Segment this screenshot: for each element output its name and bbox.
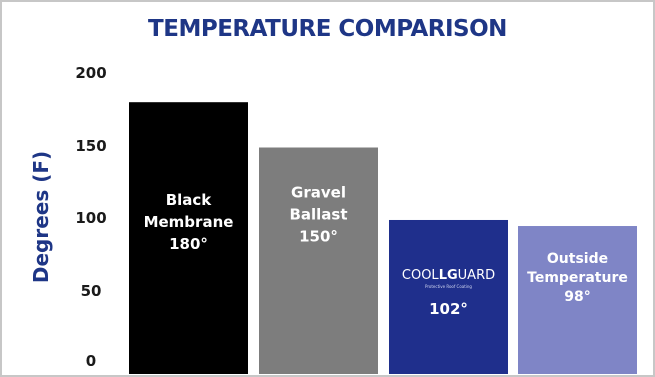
bar-4	[518, 226, 637, 374]
bar-category-label: Gravel	[291, 184, 346, 202]
bar-3	[389, 219, 508, 374]
bar-1	[129, 102, 248, 374]
bar-value-label: 98°	[564, 289, 590, 305]
bar-value-label: 180°	[169, 235, 208, 253]
coolguard-logo-text: COOLLGUARD	[402, 268, 495, 283]
bar-category-label: Temperature	[527, 270, 628, 286]
bar-value-label: 150°	[299, 228, 338, 246]
bar-category-label: Black	[166, 191, 213, 209]
chart-title: TEMPERATURE COMPARISON	[148, 16, 507, 42]
bar-category-label: Outside	[547, 251, 608, 267]
y-tick-label: 0	[86, 352, 96, 370]
bar-value-label: 102°	[429, 300, 468, 318]
y-tick-label: 150	[75, 137, 106, 155]
bar-2	[259, 147, 378, 374]
bar-category-label: Ballast	[289, 206, 347, 224]
coolguard-logo-subtitle: Protective Roof Coating	[425, 284, 472, 289]
y-tick-label: 50	[81, 282, 102, 300]
y-tick-label: 200	[75, 64, 106, 82]
y-tick-label: 100	[75, 209, 106, 227]
bar-category-label: Membrane	[144, 213, 234, 231]
